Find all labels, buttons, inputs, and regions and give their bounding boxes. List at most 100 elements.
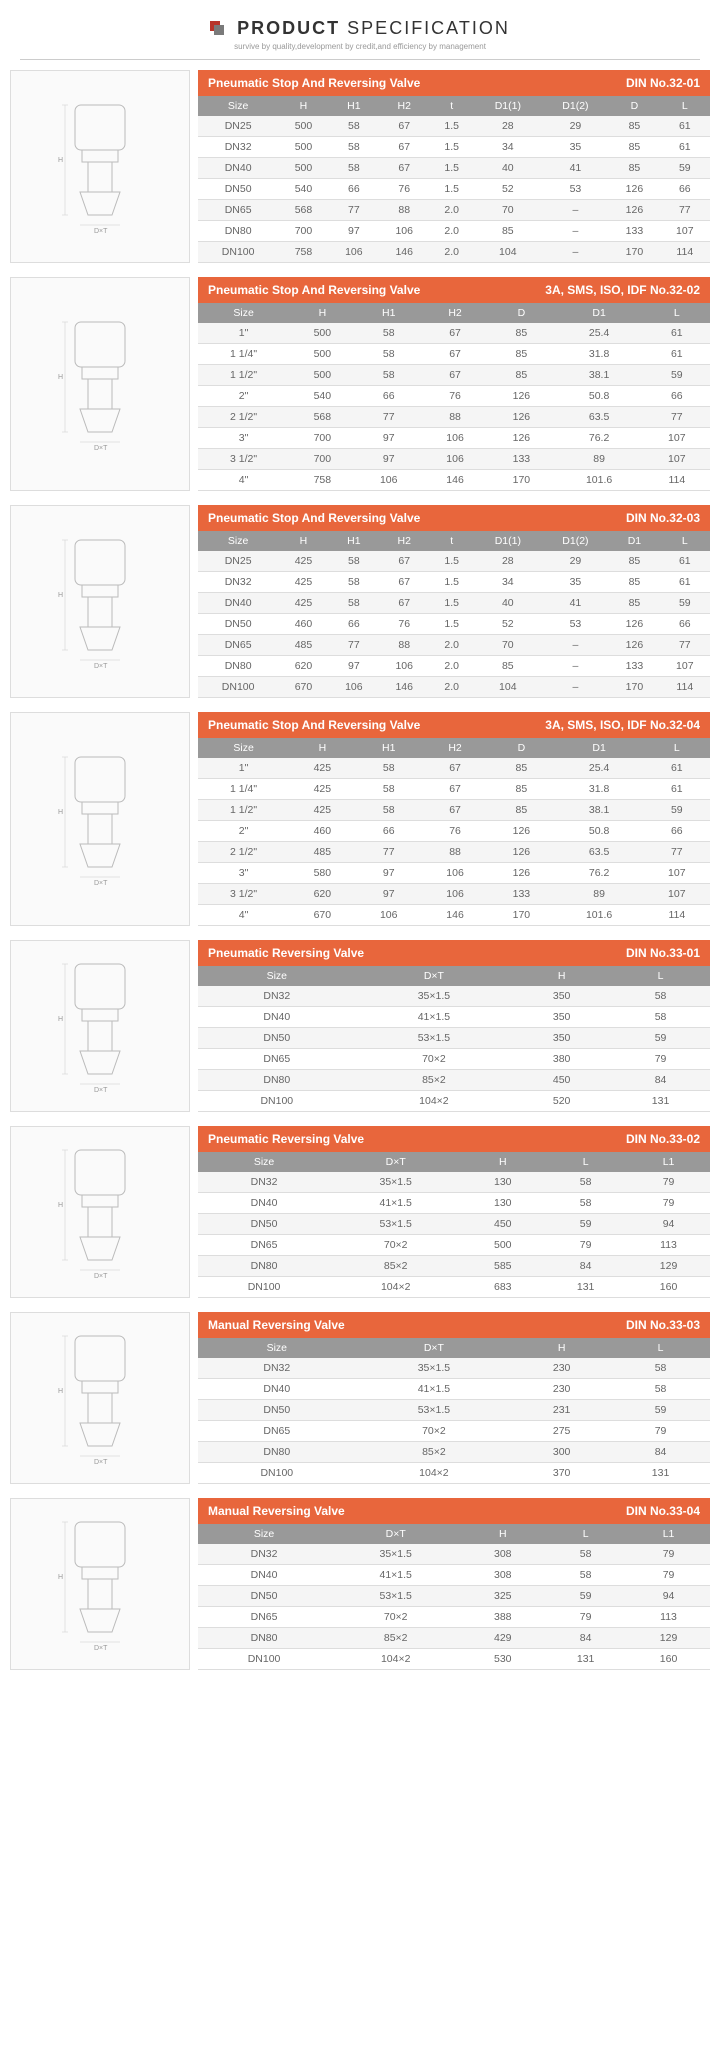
table-cell: 106 — [329, 242, 379, 263]
table-row: DN100104×2520131 — [198, 1091, 710, 1112]
table-cell: 485 — [289, 842, 355, 863]
table-cell: DN100 — [198, 1463, 356, 1484]
table-row: DN4041×1.51305879 — [198, 1193, 710, 1214]
column-header: Size — [198, 1524, 330, 1544]
table-cell: 52 — [474, 179, 542, 200]
table-cell: 25.4 — [555, 323, 644, 344]
table-row: 3 1/2"6209710613389107 — [198, 884, 710, 905]
table-cell: 70×2 — [330, 1607, 461, 1628]
table-cell: DN80 — [198, 1442, 356, 1463]
table-row: 2"540667612650.866 — [198, 386, 710, 407]
table-row: DN5053×1.54505994 — [198, 1214, 710, 1235]
table-cell: 106 — [356, 905, 422, 926]
table-cell: 66 — [644, 821, 710, 842]
table-cell: 450 — [461, 1214, 544, 1235]
table-wrap: Pneumatic Stop And Reversing ValveDIN No… — [198, 505, 710, 698]
table-cell: 58 — [329, 572, 379, 593]
section-title-left: Pneumatic Stop And Reversing Valve — [208, 76, 420, 90]
column-header: Size — [198, 303, 289, 323]
table-cell: 67 — [379, 572, 429, 593]
column-header: H1 — [329, 96, 379, 116]
table-cell: 97 — [356, 863, 422, 884]
table-cell: 275 — [512, 1421, 611, 1442]
table-cell: DN65 — [198, 200, 278, 221]
column-header: D1(2) — [542, 96, 610, 116]
table-header-row: SizeHH1H2DD1L — [198, 303, 710, 323]
column-header: H — [461, 1152, 544, 1172]
svg-text:D×T: D×T — [94, 663, 108, 670]
table-row: 4"758106146170101.6114 — [198, 470, 710, 491]
table-cell: 4" — [198, 905, 289, 926]
column-header: Size — [198, 531, 278, 551]
table-cell: 79 — [611, 1421, 710, 1442]
technical-drawing: HD×T — [10, 1126, 190, 1298]
table-cell: DN65 — [198, 1607, 330, 1628]
table-cell: 585 — [461, 1256, 544, 1277]
table-row: DN5053×1.535059 — [198, 1028, 710, 1049]
table-cell: 114 — [644, 905, 710, 926]
table-cell: 40 — [474, 158, 542, 179]
spec-table: SizeHH1H2tD1(1)D1(2)D1LDN2542558671.5282… — [198, 531, 710, 698]
spec-table: SizeD×THLDN3235×1.523058DN4041×1.523058D… — [198, 1338, 710, 1484]
table-row: DN3250058671.534358561 — [198, 137, 710, 158]
table-row: DN1007581061462.0104–170114 — [198, 242, 710, 263]
table-cell: 85×2 — [356, 1442, 513, 1463]
table-cell: 53×1.5 — [356, 1400, 513, 1421]
table-cell: 113 — [627, 1235, 710, 1256]
table-cell: 58 — [544, 1544, 627, 1565]
table-cell: 58 — [356, 779, 422, 800]
table-cell: 126 — [488, 407, 554, 428]
table-row: DN4041×1.523058 — [198, 1379, 710, 1400]
table-cell: 77 — [644, 842, 710, 863]
table-cell: 61 — [644, 344, 710, 365]
table-cell: 500 — [289, 344, 355, 365]
column-header: D1(2) — [542, 531, 610, 551]
title-word1: PRODUCT — [237, 18, 340, 38]
column-header: D×T — [356, 966, 513, 986]
table-cell: DN40 — [198, 1379, 356, 1400]
table-cell: 58 — [356, 365, 422, 386]
table-cell: 53×1.5 — [356, 1028, 513, 1049]
section-title-left: Pneumatic Stop And Reversing Valve — [208, 283, 420, 297]
table-cell: 170 — [488, 905, 554, 926]
table-cell: 58 — [329, 158, 379, 179]
table-cell: 70×2 — [356, 1421, 513, 1442]
table-cell: 540 — [289, 386, 355, 407]
table-row: DN5054066761.5525312666 — [198, 179, 710, 200]
table-cell: 106 — [329, 677, 379, 698]
table-cell: DN32 — [198, 137, 278, 158]
table-cell: 425 — [278, 593, 328, 614]
table-cell: 300 — [512, 1442, 611, 1463]
table-cell: 58 — [356, 758, 422, 779]
spec-section: HD×TPneumatic Stop And Reversing ValveDI… — [10, 70, 710, 263]
section-title-bar: Pneumatic Reversing ValveDIN No.33-01 — [198, 940, 710, 966]
table-cell: 1 1/4" — [198, 779, 289, 800]
table-cell: 67 — [379, 593, 429, 614]
table-row: DN3235×1.53085879 — [198, 1544, 710, 1565]
table-cell: 104 — [474, 677, 542, 698]
table-cell: 38.1 — [555, 800, 644, 821]
table-cell: 133 — [488, 449, 554, 470]
section-title-bar: Manual Reversing ValveDIN No.33-04 — [198, 1498, 710, 1524]
table-cell: 146 — [422, 905, 488, 926]
table-row: DN5046066761.5525312666 — [198, 614, 710, 635]
table-cell: 429 — [461, 1628, 544, 1649]
table-cell: 35×1.5 — [356, 1358, 513, 1379]
table-cell: 53×1.5 — [330, 1214, 461, 1235]
table-header-row: SizeHH1H2tD1(1)D1(2)DL — [198, 96, 710, 116]
table-cell: DN100 — [198, 242, 278, 263]
table-cell: 126 — [488, 386, 554, 407]
table-cell: 85 — [488, 344, 554, 365]
table-cell: 129 — [627, 1256, 710, 1277]
column-header: L1 — [627, 1152, 710, 1172]
table-cell: 2 1/2" — [198, 407, 289, 428]
svg-text:D×T: D×T — [94, 1273, 108, 1280]
table-wrap: Pneumatic Stop And Reversing ValveDIN No… — [198, 70, 710, 263]
table-cell: 67 — [422, 344, 488, 365]
section-title-left: Pneumatic Reversing Valve — [208, 946, 364, 960]
table-cell: 146 — [422, 470, 488, 491]
section-title-bar: Pneumatic Stop And Reversing ValveDIN No… — [198, 70, 710, 96]
spec-section: HD×TPneumatic Reversing ValveDIN No.33-0… — [10, 1126, 710, 1298]
table-cell: 31.8 — [555, 779, 644, 800]
table-cell: 126 — [609, 200, 659, 221]
